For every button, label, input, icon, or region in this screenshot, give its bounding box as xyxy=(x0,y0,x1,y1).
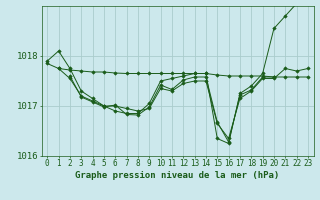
X-axis label: Graphe pression niveau de la mer (hPa): Graphe pression niveau de la mer (hPa) xyxy=(76,171,280,180)
